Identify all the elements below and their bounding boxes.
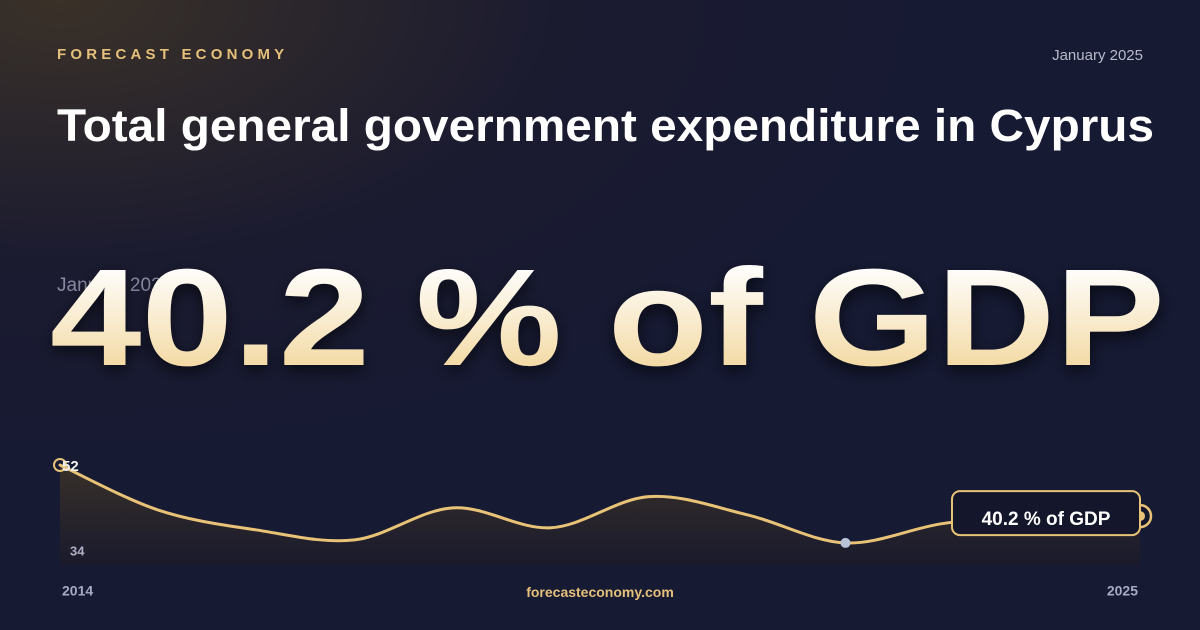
x-tick-label: 2025 [1107, 583, 1138, 599]
callout-box [951, 490, 1141, 537]
title: Total general government expenditure in … [57, 100, 1154, 151]
headline: 40.2 % of GDP [50, 241, 1165, 395]
date: January 2025 [1052, 47, 1143, 64]
overlay-date: January 2025 [57, 275, 172, 296]
brand: FORECAST ECONOMY [57, 46, 288, 63]
line [58, 463, 1142, 545]
footer: forecasteconomy.com [526, 584, 674, 600]
area [60, 465, 1140, 565]
y-tick-label: 34 [70, 543, 85, 558]
y-tick-label: 52 [62, 458, 79, 475]
start-marker [53, 458, 67, 472]
min-marker [840, 537, 851, 548]
x-tick-label: 2014 [62, 583, 93, 599]
sparkline: 40.2 % of GDP 34 52 2014 2025 [53, 458, 1153, 599]
callout-label: 40.2 % of GDP [982, 509, 1111, 530]
